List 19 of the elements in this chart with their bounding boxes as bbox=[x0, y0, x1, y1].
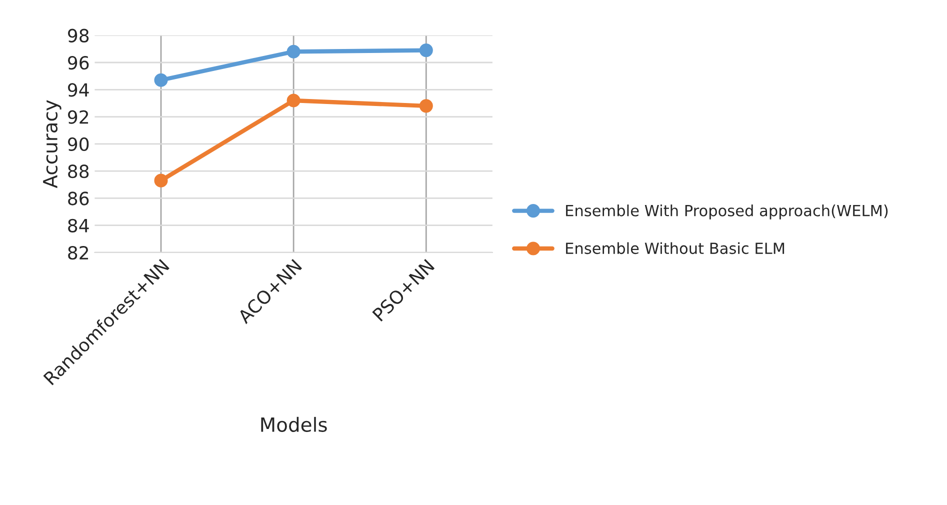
x-axis-title: Models bbox=[261, 416, 327, 432]
point bbox=[286, 44, 300, 58]
y-tick-label: 82 bbox=[68, 246, 88, 260]
point bbox=[286, 94, 300, 108]
legend-label: Ensemble Without Basic ELM bbox=[566, 242, 784, 254]
point bbox=[154, 73, 168, 87]
y-tick-label: 96 bbox=[68, 56, 89, 70]
y-tick-label: 86 bbox=[68, 192, 89, 206]
legend-label: Ensemble With Proposed approach(WELM) bbox=[566, 204, 888, 220]
point bbox=[419, 99, 433, 113]
point bbox=[419, 44, 433, 58]
y-tick-label: 94 bbox=[68, 83, 89, 97]
y-tick-label: 88 bbox=[68, 164, 89, 178]
y-tick-label: 90 bbox=[68, 137, 89, 152]
y-tick-label: 92 bbox=[68, 110, 88, 124]
point bbox=[154, 174, 168, 188]
y-tick-label: 84 bbox=[68, 218, 89, 232]
y-axis-title: Accuracy bbox=[43, 100, 62, 188]
y-tick-label: 98 bbox=[68, 28, 89, 42]
